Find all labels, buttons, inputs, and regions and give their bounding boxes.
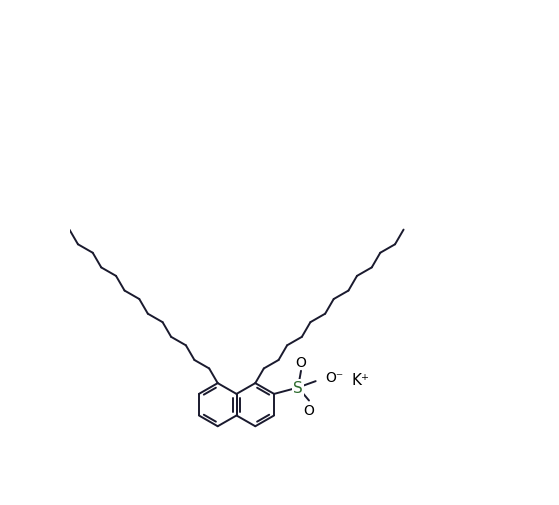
Text: S: S	[293, 380, 303, 395]
Text: O⁻: O⁻	[325, 370, 343, 384]
Text: O: O	[304, 403, 314, 417]
Text: K⁺: K⁺	[351, 373, 369, 387]
Text: O: O	[296, 355, 306, 369]
